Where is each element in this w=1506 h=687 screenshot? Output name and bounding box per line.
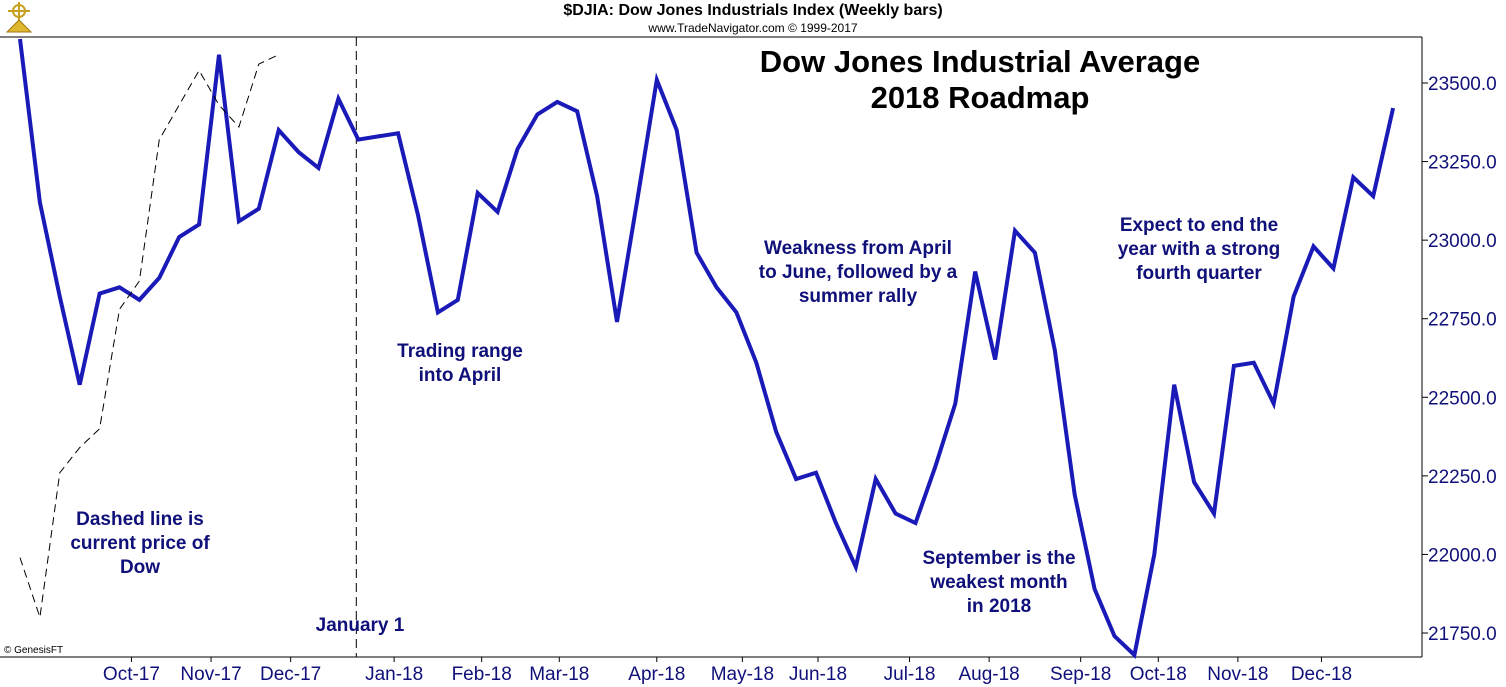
x-tick-label: Mar-18 xyxy=(529,664,589,685)
chart-title: Dow Jones Industrial Average 2018 Roadma… xyxy=(700,44,1260,116)
x-tick-label: Dec-17 xyxy=(260,664,321,685)
x-tick-label: Apr-18 xyxy=(628,664,685,685)
chart-header-bar: $DJIA: Dow Jones Industrials Index (Week… xyxy=(0,0,1506,37)
y-tick-label: 22500.0 xyxy=(1428,388,1497,409)
annotation-weakness: Weakness from April to June, followed by … xyxy=(758,238,958,307)
x-tick-label: Jun-18 xyxy=(789,664,847,685)
chart-source-text: www.TradeNavigator.com © 1999-2017 xyxy=(648,21,858,35)
chart-series xyxy=(18,38,1396,659)
y-tick-label: 22000.0 xyxy=(1428,545,1497,566)
annotation-trading-range: Trading range into April xyxy=(397,341,523,386)
x-tick-label: Nov-17 xyxy=(180,664,241,685)
y-tick-label: 22750.0 xyxy=(1428,310,1497,331)
y-tick-label: 23000.0 xyxy=(1428,231,1497,252)
compass-logo-icon xyxy=(5,2,33,33)
annotation-january-1: January 1 xyxy=(315,615,405,636)
x-tick-label: Aug-18 xyxy=(958,664,1019,685)
x-tick-label: Oct-18 xyxy=(1130,664,1187,685)
annotation-expect-end: Expect to end the year with a strong fourt… xyxy=(1117,215,1281,284)
chart-title-line2: 2018 Roadmap xyxy=(870,80,1090,115)
x-tick-label: Oct-17 xyxy=(103,664,160,685)
chart-title-line1: Dow Jones Industrial Average xyxy=(759,44,1201,79)
x-tick-label: Feb-18 xyxy=(452,664,512,685)
x-tick-label: Jan-18 xyxy=(365,664,423,685)
y-tick-label: 21750.0 xyxy=(1428,624,1497,645)
x-tick-label: Jul-18 xyxy=(884,664,936,685)
y-tick-label: 23250.0 xyxy=(1428,153,1497,174)
x-tick-label: Sep-18 xyxy=(1050,664,1111,685)
x-tick-label: Dec-18 xyxy=(1291,664,1352,685)
x-tick-label: Nov-18 xyxy=(1207,664,1268,685)
chart-header-title: $DJIA: Dow Jones Industrials Index (Week… xyxy=(563,2,943,19)
annotation-september: September is the weakest month in 2018 xyxy=(922,548,1076,617)
x-tick-label: May-18 xyxy=(711,664,774,685)
annotation-dashed-line: Dashed line is current price of Dow xyxy=(70,509,210,578)
credit-text: © GenesisFT xyxy=(4,645,64,656)
y-tick-label: 23500.0 xyxy=(1428,74,1497,95)
roadmap-series-line xyxy=(18,38,1396,659)
chart-axes: 21750.0 22000.0 22250.0 22500.0 22750.0 23000… xyxy=(0,36,1497,685)
current-price-dashed-line xyxy=(19,54,279,618)
y-tick-label: 22250.0 xyxy=(1428,467,1497,488)
